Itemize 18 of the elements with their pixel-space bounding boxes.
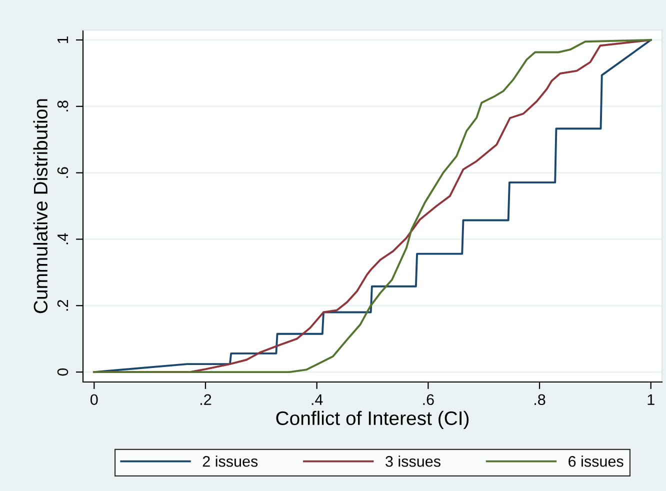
legend-label: 2 issues [202,456,258,467]
y-tick-label: .6 [57,167,68,178]
x-tick-label: 1 [648,394,654,405]
y-tick-label: 1 [58,36,68,44]
x-tick-label: .6 [423,394,434,406]
line-series [93,38,652,374]
x-tick-label: .2 [200,394,212,405]
y-tick-label: .4 [58,233,68,244]
x-axis-title: Conflict of Interest (CI) [276,410,469,429]
y-tick-label: .2 [57,300,68,311]
y-tick-label: 0 [57,368,68,376]
legend-label: 3 issues [386,456,440,467]
x-tick-label: 0 [90,394,98,406]
legend-label: 6 issues [568,456,624,467]
y-tick-label: .8 [57,100,68,112]
x-tick-label: .4 [312,394,323,405]
y-axis-title: Cummulative Distribution [33,99,48,314]
x-tick-label: .8 [534,394,546,406]
